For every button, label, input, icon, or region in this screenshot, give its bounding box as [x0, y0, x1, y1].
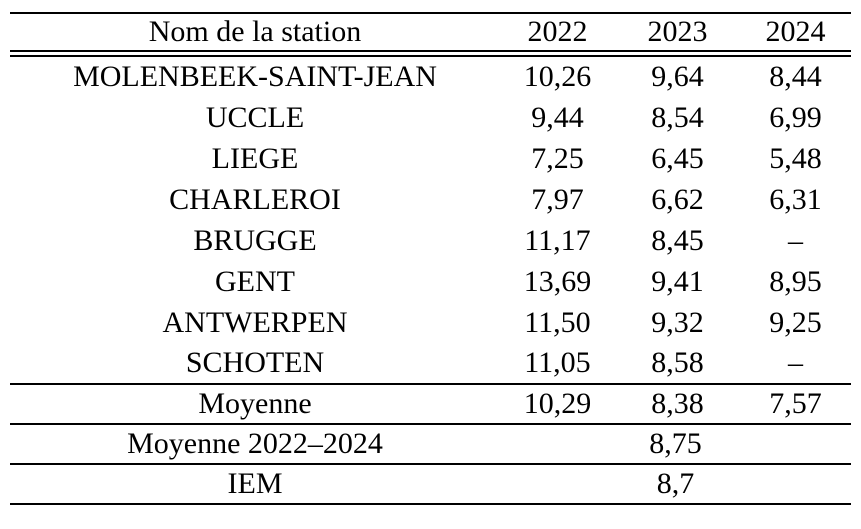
value-2022-cell: 11,17 — [524, 223, 591, 257]
value-2024-cell: 9,25 — [769, 305, 822, 339]
station-data-row: CHARLEROI 7,97 6,62 6,31 — [10, 179, 851, 220]
station-name-cell: GENT — [215, 264, 295, 298]
value-2022-cell: 10,26 — [523, 60, 592, 93]
station-data-row: MOLENBEEK-SAINT-JEAN 10,26 9,64 8,44 — [10, 56, 851, 97]
value-2024-cell: 8,95 — [769, 264, 822, 298]
iem-value: 8,7 — [656, 467, 695, 500]
value-2022-cell: 13,69 — [523, 264, 592, 298]
moyenne-value-2024: 7,57 — [769, 387, 822, 420]
value-2023-cell: 8,58 — [651, 346, 704, 379]
column-header-2022: 2022 — [527, 15, 588, 48]
table-header-row: Nom de la station 2022 2023 2024 — [10, 13, 851, 51]
value-2022-cell: 11,50 — [524, 305, 591, 339]
value-2024-cell: 6,99 — [769, 100, 822, 134]
value-2024-cell: 5,48 — [769, 141, 822, 175]
station-values-table: Nom de la station 2022 2023 2024 MOLENBE… — [10, 12, 851, 505]
value-2023-cell: 8,54 — [651, 100, 704, 134]
column-header-2024: 2024 — [765, 15, 826, 48]
value-2022-cell: 11,05 — [524, 346, 591, 379]
station-data-row: GENT 13,69 9,41 8,95 — [10, 261, 851, 302]
moyenne-row: Moyenne 10,29 8,38 7,57 — [10, 384, 851, 424]
moyenne-label: Moyenne — [198, 387, 312, 420]
station-name-cell: MOLENBEEK-SAINT-JEAN — [73, 60, 437, 93]
value-2023-cell: 9,64 — [651, 60, 704, 93]
double-rule — [10, 51, 851, 56]
station-name-cell: CHARLEROI — [169, 182, 341, 216]
value-2022-cell: 9,44 — [531, 100, 584, 134]
value-2023-cell: 9,32 — [651, 305, 704, 339]
value-2023-cell: 6,45 — [651, 141, 704, 175]
value-2022-cell: 7,97 — [531, 182, 584, 216]
value-2024-cell: – — [788, 223, 803, 257]
moyenne-period-row: Moyenne 2022–2024 8,75 — [10, 424, 851, 464]
value-2023-cell: 6,62 — [651, 182, 704, 216]
iem-row: IEM 8,7 — [10, 464, 851, 504]
station-data-row: ANTWERPEN 11,50 9,32 9,25 — [10, 302, 851, 343]
iem-label: IEM — [227, 467, 283, 500]
moyenne-value-2023: 8,38 — [651, 387, 704, 420]
value-2024-cell: 6,31 — [769, 182, 822, 216]
station-name-cell: ANTWERPEN — [162, 305, 348, 339]
station-data-row: UCCLE 9,44 8,54 6,99 — [10, 97, 851, 138]
value-2024-cell: 8,44 — [769, 60, 822, 93]
column-header-2023: 2023 — [647, 15, 708, 48]
station-name-cell: UCCLE — [205, 100, 305, 134]
moyenne-period-label: Moyenne 2022–2024 — [127, 427, 383, 460]
table-container: Nom de la station 2022 2023 2024 MOLENBE… — [10, 12, 851, 505]
station-rows: MOLENBEEK-SAINT-JEAN 10,26 9,64 8,44 UCC… — [10, 56, 851, 384]
station-data-row: LIEGE 7,25 6,45 5,48 — [10, 138, 851, 179]
station-data-row: SCHOTEN 11,05 8,58 – — [10, 343, 851, 384]
value-2023-cell: 9,41 — [651, 264, 704, 298]
value-2024-cell: – — [788, 346, 803, 379]
moyenne-period-value: 8,75 — [649, 427, 702, 460]
column-header-station: Nom de la station — [148, 15, 362, 48]
value-2023-cell: 8,45 — [651, 223, 704, 257]
station-name-cell: BRUGGE — [193, 223, 317, 257]
value-2022-cell: 7,25 — [531, 141, 584, 175]
moyenne-value-2022: 10,29 — [523, 387, 592, 420]
station-name-cell: LIEGE — [211, 141, 299, 175]
station-data-row: BRUGGE 11,17 8,45 – — [10, 220, 851, 261]
station-name-cell: SCHOTEN — [185, 346, 325, 379]
